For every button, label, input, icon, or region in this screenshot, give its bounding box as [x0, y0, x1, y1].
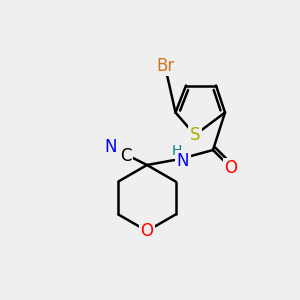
Text: C: C: [120, 147, 132, 165]
Text: O: O: [140, 222, 154, 240]
Text: N: N: [105, 138, 117, 156]
Text: S: S: [190, 126, 200, 144]
Text: N: N: [177, 152, 189, 169]
Text: O: O: [224, 159, 238, 177]
Text: H: H: [171, 144, 182, 158]
Text: Br: Br: [156, 57, 174, 75]
